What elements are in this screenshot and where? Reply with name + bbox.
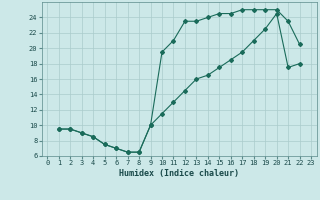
- X-axis label: Humidex (Indice chaleur): Humidex (Indice chaleur): [119, 169, 239, 178]
